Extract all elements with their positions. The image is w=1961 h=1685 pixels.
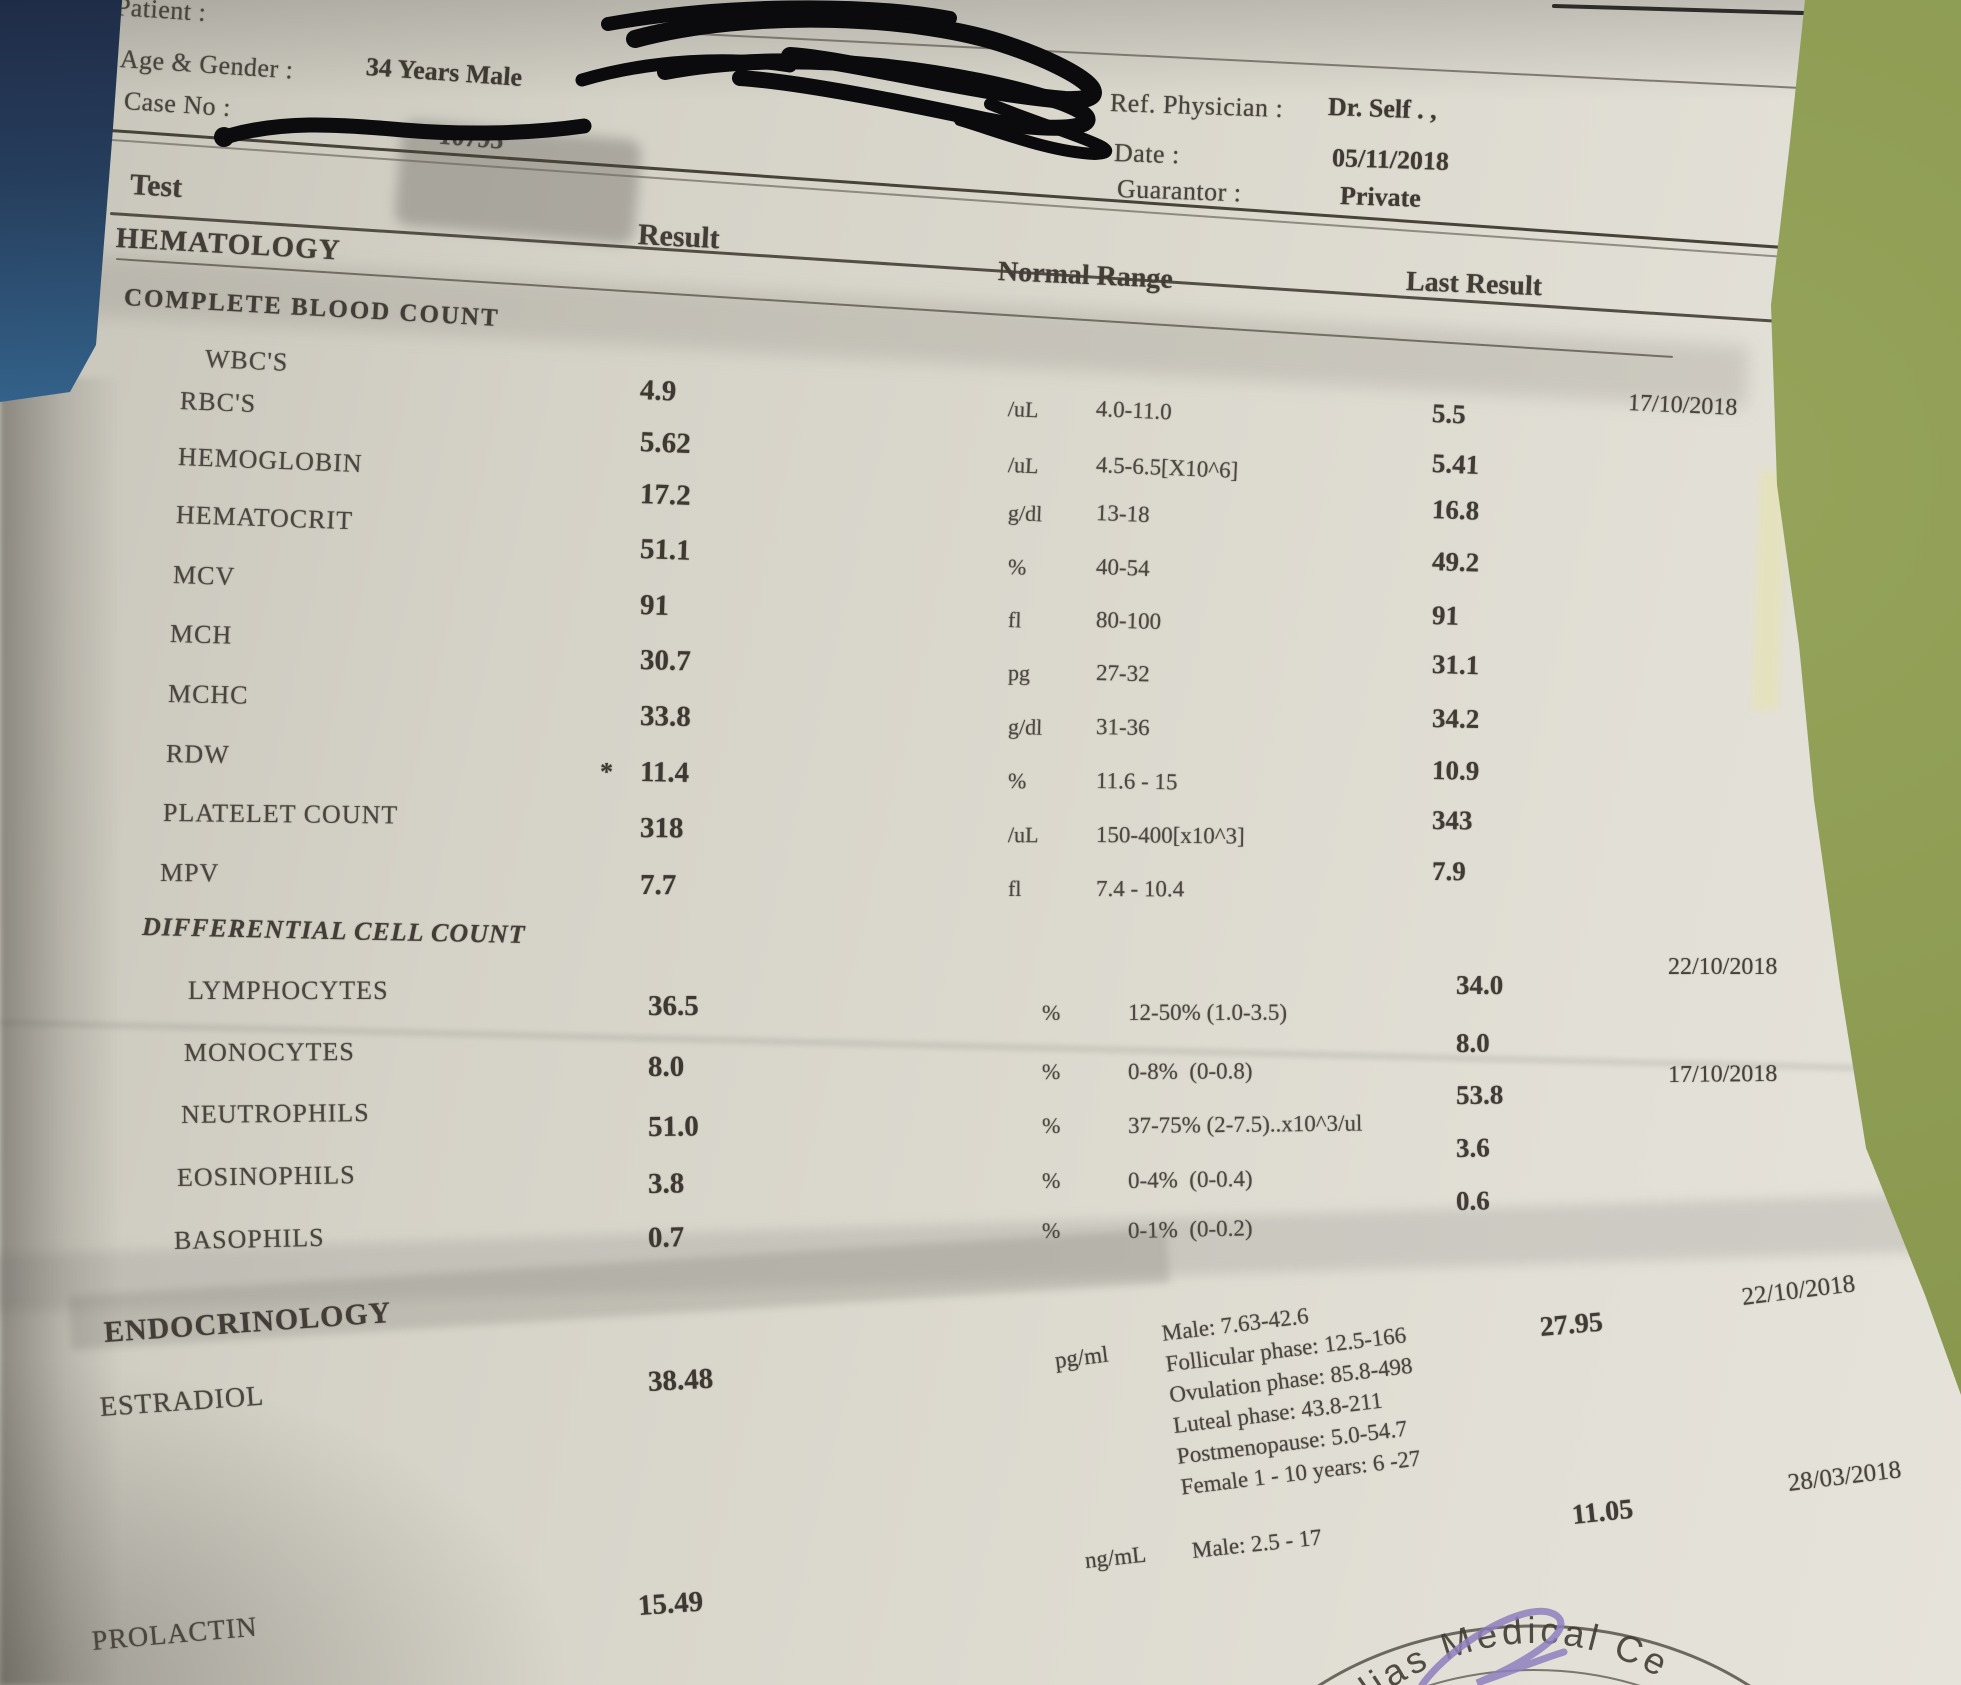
last-result: 7.9 — [1431, 856, 1466, 887]
test-name: MCH — [169, 619, 233, 650]
normal-range: 37-75% (2-7.5)..x10^3/ul — [1127, 1110, 1363, 1138]
unit: % — [1041, 1217, 1061, 1243]
case-no-scribble — [214, 117, 592, 147]
stamp-inner-ring — [1427, 1669, 1641, 1685]
unit: g/dl — [1007, 714, 1043, 740]
test-name: RDW — [165, 739, 230, 770]
result-value: 15.49 — [636, 1585, 705, 1622]
last-result: 3.6 — [1455, 1132, 1490, 1163]
table-row: WBC'S 4.9 /uL 4.0-11.0 5.5 17/10/2018 — [0, 344, 1961, 430]
unit: % — [1041, 1167, 1061, 1193]
patient-name-scribble — [575, 0, 1113, 160]
result-value: 11.4 — [639, 756, 690, 789]
result-value: 33.8 — [639, 700, 692, 734]
normal-range: 11.6 - 15 — [1095, 768, 1178, 795]
table-row: PLATELET COUNT 318 /uL 150-400[x10^3] 34… — [0, 798, 1961, 849]
test-name: MONOCYTES — [183, 1037, 355, 1067]
normal-range: 31-36 — [1095, 714, 1150, 741]
result-value: 30.7 — [639, 644, 692, 678]
normal-range: 0-4% (0-0.4) — [1127, 1166, 1253, 1193]
test-name: MPV — [159, 858, 220, 888]
unit: fl — [1007, 876, 1022, 902]
guarantor-label: Guarantor : — [1116, 174, 1243, 208]
result-value: 8.0 — [647, 1050, 685, 1083]
normal-range: 7.4 - 10.4 — [1095, 876, 1185, 902]
test-name: MCHC — [167, 679, 249, 710]
test-name: BASOPHILS — [173, 1222, 325, 1255]
normal-range: 0-1% (0-0.2) — [1127, 1215, 1253, 1243]
table-row: MONOCYTES 8.0 % 0-8% (0-0.8) 8.0 — [0, 1028, 1961, 1084]
last-result-date: 22/10/2018 — [1668, 954, 1778, 980]
last-result: 0.6 — [1455, 1185, 1491, 1216]
last-result: 27.95 — [1538, 1306, 1605, 1343]
stamp-outer-ring — [1317, 1624, 1751, 1685]
table-row: MPV 7.7 fl 7.4 - 10.4 7.9 — [0, 856, 1961, 904]
normal-range: 150-400[x10^3] — [1095, 822, 1245, 849]
normal-range: 0-8% (0-0.8) — [1127, 1058, 1253, 1084]
last-result: 34.0 — [1456, 970, 1504, 1000]
result-value: 38.48 — [647, 1362, 714, 1398]
date-value: 05/11/2018 — [1331, 143, 1450, 177]
unit: % — [1041, 1058, 1061, 1084]
last-result: 11.05 — [1570, 1493, 1635, 1531]
test-name: MCV — [172, 560, 236, 591]
estradiol-reference-ranges: Male: 7.63-42.6 Follicular phase: 12.5-1… — [1160, 1288, 1426, 1502]
last-result: 343 — [1431, 805, 1473, 836]
unit: % — [1007, 768, 1027, 794]
result-value: 318 — [639, 812, 684, 845]
last-result-date: 17/10/2018 — [1667, 1060, 1778, 1088]
table-row: NEUTROPHILS 51.0 % 37-75% (2-7.5)..x10^3… — [0, 1061, 1961, 1146]
table-row: RDW * 11.4 % 11.6 - 15 10.9 — [0, 739, 1961, 794]
signature-scribble — [1418, 1607, 1568, 1685]
abnormal-flag: * — [599, 757, 614, 787]
test-name: NEUTROPHILS — [180, 1098, 370, 1129]
table-row: RBC'S 5.62 /uL 4.5-6.5[X10^6] 5.41 — [0, 386, 1961, 483]
table-row: MCHC 33.8 g/dl 31-36 34.2 — [0, 679, 1961, 740]
last-result: 31.1 — [1431, 649, 1480, 681]
test-name: HEMATOCRIT — [175, 500, 354, 536]
normal-range: 12-50% (1.0-3.5) — [1128, 1000, 1288, 1025]
table-row: BASOPHILS 0.7 % 0-1% (0-0.2) 0.6 — [0, 1185, 1961, 1272]
test-name: PLATELET COUNT — [162, 798, 399, 830]
unit: % — [1042, 1000, 1061, 1025]
last-result: 34.2 — [1431, 703, 1480, 734]
table-row: HEMOGLOBIN 17.2 g/dl 13-18 16.8 — [0, 442, 1961, 527]
result-value: 51.0 — [647, 1110, 699, 1143]
last-result: 10.9 — [1431, 755, 1480, 786]
table-row: HEMATOCRIT 51.1 % 40-54 49.2 — [0, 500, 1961, 581]
table-row: MCH 30.7 pg 27-32 31.1 — [0, 619, 1961, 686]
table-row: LYMPHOCYTES 36.5 % 12-50% (1.0-3.5) 34.0… — [0, 954, 1961, 1025]
column-test: Test — [129, 168, 184, 205]
column-result: Result — [637, 218, 721, 256]
result-value: 91 — [639, 589, 670, 622]
test-name: HEMOGLOBIN — [177, 442, 364, 479]
test-name: RBC'S — [179, 386, 257, 419]
test-name: EOSINOPHILS — [176, 1160, 356, 1192]
result-value: 3.8 — [647, 1167, 685, 1200]
result-value: 36.5 — [648, 990, 699, 1022]
column-last-result: Last Result — [1405, 266, 1543, 303]
table-row: EOSINOPHILS 3.8 % 0-4% (0-0.4) 3.6 — [0, 1132, 1961, 1209]
last-result: 8.0 — [1455, 1027, 1490, 1058]
unit: /uL — [1007, 822, 1039, 848]
lab-stamp: Elias Medical Ce — [1317, 1607, 1751, 1685]
unit: % — [1041, 1112, 1061, 1138]
ref-physician-value: Dr. Self . , — [1327, 92, 1438, 125]
guarantor-value: Private — [1339, 181, 1422, 213]
test-name: WBC'S — [204, 344, 289, 377]
result-value: 7.7 — [639, 869, 677, 902]
result-value: 0.7 — [647, 1221, 685, 1254]
test-name: LYMPHOCYTES — [188, 976, 389, 1005]
last-result: 53.8 — [1455, 1079, 1504, 1110]
table-row: MCV 91 fl 80-100 91 — [0, 560, 1961, 634]
